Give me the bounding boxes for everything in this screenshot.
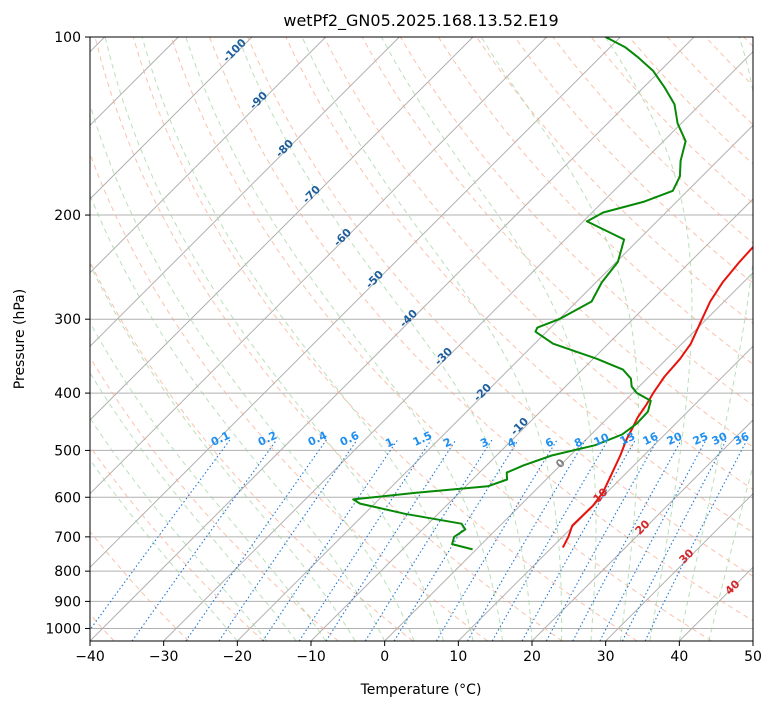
moist-adiabat <box>185 37 503 641</box>
dry-adiabat <box>90 445 264 641</box>
mixing-ratio-line <box>90 439 231 631</box>
moist-adiabat <box>380 37 597 641</box>
dry-adiabat <box>399 37 753 407</box>
moist-adiabat-lines <box>90 37 753 641</box>
moist-adiabat <box>90 458 238 641</box>
moist-adiabat <box>90 102 415 641</box>
isotherm-line <box>90 37 695 641</box>
mixing-ratio-line <box>393 439 519 641</box>
isotherm-line <box>90 37 327 274</box>
mixing-ratio-line <box>521 439 636 641</box>
y-tick-label: 200 <box>54 208 81 224</box>
x-axis-label: Temperature (°C) <box>360 682 482 698</box>
mixing-ratio-label: 36 <box>732 430 752 448</box>
isotherm-line <box>163 50 753 641</box>
dry-adiabat <box>247 37 753 577</box>
x-tick-label: 20 <box>523 649 541 665</box>
mixing-ratio-line <box>218 439 358 641</box>
mixing-ratio-lines <box>90 439 748 641</box>
y-tick-label: 800 <box>54 564 81 580</box>
isotherm-line <box>457 345 753 641</box>
moist-adiabat <box>237 37 533 641</box>
mixing-ratio-label: 16 <box>641 430 661 448</box>
dry-adiabat <box>90 260 414 641</box>
dry-adiabat <box>514 37 753 284</box>
x-tick-label: 10 <box>449 649 467 665</box>
isotherm-line <box>90 37 474 421</box>
x-tick-label: −10 <box>296 649 326 665</box>
y-tick-label: 700 <box>54 530 81 546</box>
x-tick-label: 30 <box>597 649 615 665</box>
dry-adiabat <box>170 37 712 641</box>
mixing-ratio-label: 25 <box>691 430 710 448</box>
y-tick-label: 500 <box>54 443 81 459</box>
mixing-ratio-line <box>364 439 493 641</box>
x-tick-label: −30 <box>149 649 179 665</box>
mixing-ratio-line <box>298 439 432 641</box>
y-tick-label: 300 <box>54 312 81 328</box>
isotherm-line <box>90 37 253 200</box>
x-tick-label: −20 <box>223 649 253 665</box>
moist-adiabat <box>104 37 445 641</box>
moist-adiabat <box>301 37 563 641</box>
dry-adiabat <box>90 356 339 641</box>
dry-adiabat <box>132 37 638 641</box>
mixing-ratio-line <box>262 439 399 641</box>
moist-adiabat <box>480 37 640 641</box>
mixing-ratio-line <box>491 439 609 641</box>
isotherm-line <box>90 37 548 495</box>
y-tick-label: 1000 <box>45 621 81 637</box>
dry-adiabat-lines <box>90 37 753 641</box>
dry-adiabat <box>90 152 488 641</box>
dewpoint-line <box>352 37 687 551</box>
moist-adiabat <box>141 37 474 641</box>
y-axis-label: Pressure (hPa) <box>12 289 28 389</box>
y-tick-label: 900 <box>54 594 81 610</box>
y-axis: 100 200 300 400 500 600 700 800 900 1000 <box>45 30 90 637</box>
plot-area: -100-90-80-70-60-50-40-30-20-10010203040… <box>90 37 753 641</box>
dry-adiabat <box>209 37 753 622</box>
moist-adiabat <box>90 193 386 641</box>
y-tick-label: 600 <box>54 490 81 506</box>
dry-adiabat <box>285 37 753 534</box>
x-axis: −40 −30 −20 −10 0 10 20 30 40 50 <box>75 641 762 665</box>
dry-adiabat <box>94 37 563 641</box>
plot-frame <box>89 36 754 642</box>
temperature-line <box>561 245 753 549</box>
isotherm-line <box>236 124 753 641</box>
mixing-ratio-line <box>325 439 457 641</box>
isotherm-lines <box>90 37 753 641</box>
chart-title: wetPf2_GN05.2025.168.13.52.E19 <box>283 11 558 31</box>
mixing-ratio-label: 20 <box>665 430 685 448</box>
mixing-ratio-label: 13 <box>618 430 637 448</box>
moist-adiabat <box>605 37 693 641</box>
profile-lines <box>352 37 753 551</box>
isobar-lines <box>90 37 753 629</box>
mixing-ratio-line <box>185 439 327 641</box>
x-tick-label: 50 <box>744 649 762 665</box>
moist-adiabat <box>90 417 268 641</box>
isotherm-line <box>531 419 753 641</box>
x-tick-label: −40 <box>75 649 105 665</box>
dry-adiabat <box>90 530 190 641</box>
isotherm-line <box>605 492 753 641</box>
mixing-ratio-line <box>545 439 658 641</box>
x-tick-label: 40 <box>670 649 688 665</box>
mixing-ratio-line <box>435 439 558 641</box>
x-tick-label: 0 <box>380 649 389 665</box>
moist-adiabat <box>90 263 356 641</box>
mixing-ratio-line <box>467 439 586 641</box>
isotherm-line <box>90 37 400 348</box>
mixing-ratio-line <box>644 439 748 641</box>
y-tick-label: 100 <box>54 30 81 46</box>
isotherm-line <box>384 271 753 641</box>
moist-adiabat <box>90 371 297 641</box>
isotherm-line <box>90 37 621 569</box>
mixing-ratio-label: 30 <box>710 430 730 448</box>
mixing-ratio-label: 10 <box>592 431 612 449</box>
y-tick-label: 400 <box>54 386 81 402</box>
